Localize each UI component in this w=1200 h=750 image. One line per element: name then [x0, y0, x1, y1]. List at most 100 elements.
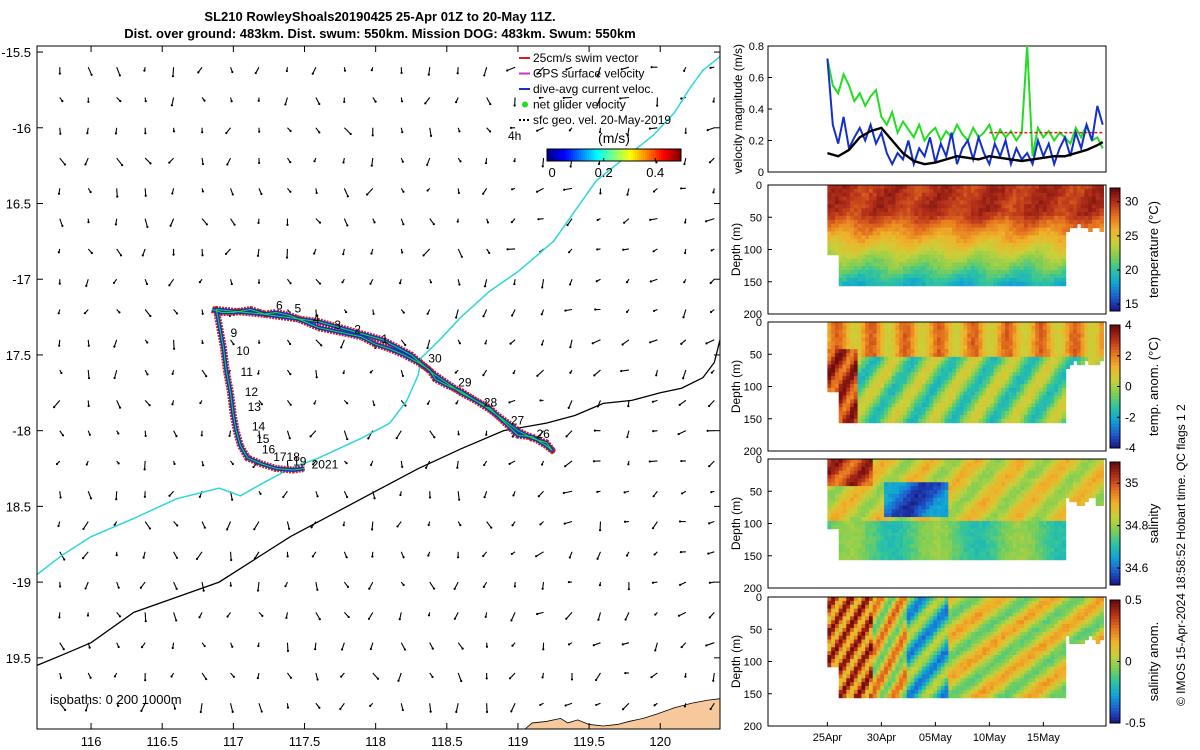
section-cell: [834, 509, 840, 514]
section-cell: [1076, 337, 1082, 342]
section-cell: [865, 356, 870, 362]
section-cell: [1042, 208, 1048, 213]
section-cell: [872, 411, 878, 416]
section-cell: [842, 391, 847, 397]
section-cell: [952, 254, 957, 260]
section-cell: [838, 403, 844, 408]
colorbar-cell: [1110, 237, 1120, 241]
current-arrow-head: [260, 403, 264, 406]
section-cell: [846, 235, 851, 240]
section-cell: [1012, 341, 1018, 346]
section-cell: [884, 411, 889, 416]
section-cell: [834, 200, 840, 205]
section-cell: [906, 281, 912, 287]
section-cell: [1012, 188, 1018, 194]
section-cell: [1061, 411, 1067, 416]
current-arrow: [537, 611, 544, 615]
current-arrow: [225, 127, 231, 134]
section-cell: [838, 524, 844, 530]
section-cell: [918, 360, 923, 366]
section-cell: [834, 185, 840, 190]
section-cell: [846, 383, 851, 389]
section-cell: [838, 356, 844, 362]
current-arrow-head: [170, 104, 173, 107]
section-cell: [1027, 212, 1033, 217]
section-cell: [948, 333, 953, 339]
current-arrow-head: [484, 342, 487, 345]
section-cell: [967, 185, 972, 190]
section-cell: [1001, 196, 1006, 202]
section-cell: [1050, 266, 1055, 271]
section-cell: [827, 235, 832, 240]
section-cell: [857, 208, 863, 213]
section-cell: [1039, 235, 1044, 240]
section-cell: [937, 345, 942, 350]
section-cell: [1057, 227, 1063, 233]
current-arrow-head: [342, 524, 345, 527]
section-cell: [838, 528, 844, 534]
section-cell: [974, 196, 980, 202]
section-cell: [955, 200, 961, 205]
section-cell: [989, 356, 995, 362]
section-cell: [1050, 262, 1055, 267]
section-cell: [1057, 356, 1063, 362]
section-cell: [918, 364, 923, 370]
section-cell: [1054, 407, 1059, 412]
section-cell: [978, 403, 984, 408]
current-arrow: [592, 339, 601, 344]
colorbar-cell: [649, 149, 652, 161]
section-cell: [884, 383, 889, 389]
section-cell: [850, 322, 855, 327]
section-cell: [876, 399, 882, 404]
section-cell: [1054, 364, 1059, 370]
section-cell: [887, 403, 893, 408]
section-cell: [989, 277, 995, 283]
section-cell: [914, 274, 919, 279]
section-cell: [978, 325, 984, 331]
section-cell: [1050, 258, 1055, 263]
section-cell: [989, 262, 995, 267]
section-cell: [1039, 188, 1044, 194]
current-arrow: [455, 703, 459, 712]
section-cell: [1016, 341, 1021, 346]
current-arrow-head: [512, 494, 515, 497]
section-cell: [1042, 391, 1048, 397]
section-cell: [865, 352, 870, 358]
section-cell: [1061, 277, 1067, 283]
section-cell: [842, 486, 847, 491]
current-arrow-head: [564, 465, 567, 468]
section-cell: [899, 387, 904, 393]
section-cell: [891, 243, 897, 248]
section-cell: [876, 192, 882, 198]
section-cell: [1020, 235, 1025, 240]
section-cell: [850, 325, 855, 331]
colorbar-cell: [1110, 395, 1120, 400]
current-arrow-head: [598, 130, 602, 134]
current-arrow-head: [87, 404, 90, 408]
section-cell: [853, 246, 859, 252]
current-arrow-head: [624, 618, 627, 621]
current-arrow-head: [84, 587, 87, 590]
section-cell: [959, 407, 965, 412]
section-cell: [1035, 395, 1040, 400]
section-cell: [850, 277, 855, 283]
section-cell: [1035, 262, 1040, 267]
section-cell: [948, 204, 953, 209]
section-cell: [838, 505, 844, 510]
section-cell: [850, 548, 855, 553]
section-cell: [933, 262, 938, 267]
section-cell: [831, 341, 836, 346]
section-cell: [997, 250, 1002, 256]
section-cell: [880, 349, 885, 354]
section-cell: [1061, 223, 1067, 229]
section-cell: [925, 208, 931, 213]
section-cell: [1054, 360, 1059, 366]
section-cell: [857, 360, 863, 366]
section-cell: [865, 192, 870, 198]
section-cell: [831, 501, 836, 507]
colorbar-cell: [1110, 432, 1120, 437]
section-cell: [959, 270, 965, 275]
section-cell: [1008, 360, 1014, 366]
current-arrow-head: [540, 313, 543, 316]
